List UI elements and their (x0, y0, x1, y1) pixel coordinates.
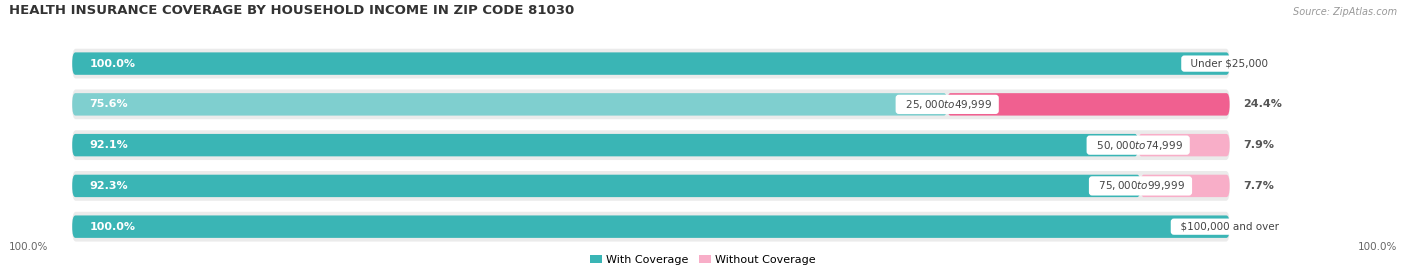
Text: 75.6%: 75.6% (90, 99, 128, 109)
FancyBboxPatch shape (72, 134, 1139, 156)
FancyBboxPatch shape (948, 93, 1230, 116)
Text: 100.0%: 100.0% (8, 242, 48, 252)
Text: $50,000 to $74,999: $50,000 to $74,999 (1090, 139, 1187, 152)
Text: 92.1%: 92.1% (90, 140, 128, 150)
Text: 0.0%: 0.0% (1243, 59, 1274, 69)
Text: Under $25,000: Under $25,000 (1184, 59, 1275, 69)
Text: 24.4%: 24.4% (1243, 99, 1282, 109)
FancyBboxPatch shape (1139, 134, 1230, 156)
Text: HEALTH INSURANCE COVERAGE BY HOUSEHOLD INCOME IN ZIP CODE 81030: HEALTH INSURANCE COVERAGE BY HOUSEHOLD I… (8, 4, 574, 17)
Text: 7.9%: 7.9% (1243, 140, 1274, 150)
Text: Source: ZipAtlas.com: Source: ZipAtlas.com (1294, 7, 1398, 17)
FancyBboxPatch shape (72, 90, 1230, 119)
FancyBboxPatch shape (72, 52, 1230, 75)
Text: $25,000 to $49,999: $25,000 to $49,999 (898, 98, 995, 111)
Text: $75,000 to $99,999: $75,000 to $99,999 (1092, 179, 1189, 192)
FancyBboxPatch shape (72, 93, 948, 116)
Text: $100,000 and over: $100,000 and over (1174, 222, 1285, 232)
Text: 100.0%: 100.0% (1358, 242, 1398, 252)
FancyBboxPatch shape (72, 212, 1230, 242)
FancyBboxPatch shape (1140, 175, 1230, 197)
Text: 100.0%: 100.0% (90, 222, 135, 232)
FancyBboxPatch shape (72, 49, 1230, 79)
Text: 92.3%: 92.3% (90, 181, 128, 191)
Text: 0.0%: 0.0% (1243, 222, 1274, 232)
FancyBboxPatch shape (72, 175, 1140, 197)
FancyBboxPatch shape (72, 171, 1230, 201)
FancyBboxPatch shape (72, 215, 1230, 238)
Legend: With Coverage, Without Coverage: With Coverage, Without Coverage (586, 250, 820, 269)
Text: 7.7%: 7.7% (1243, 181, 1274, 191)
Text: 100.0%: 100.0% (90, 59, 135, 69)
FancyBboxPatch shape (72, 130, 1230, 160)
